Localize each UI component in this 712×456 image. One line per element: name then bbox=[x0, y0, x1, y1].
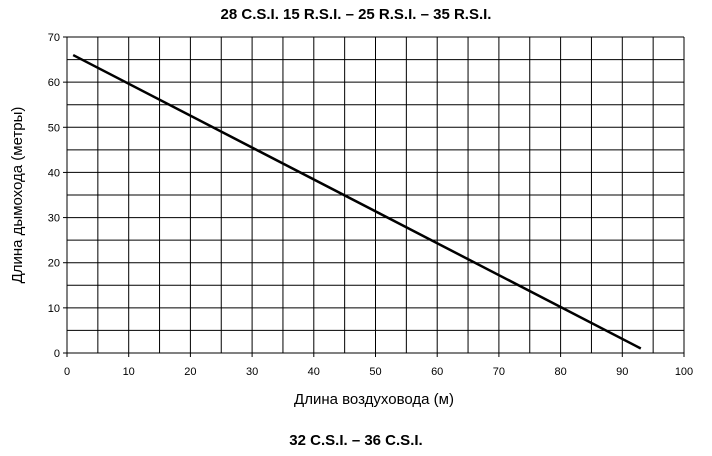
y-tick-label: 10 bbox=[48, 303, 60, 315]
x-tick-label: 20 bbox=[184, 366, 196, 378]
y-tick-label: 30 bbox=[48, 213, 60, 225]
y-tick-labels: 0 10 20 30 40 50 60 70 bbox=[48, 32, 67, 360]
series-line bbox=[72, 53, 642, 350]
x-axis-label: Длина воздуховода (м) bbox=[294, 391, 454, 408]
x-tick-label: 70 bbox=[493, 366, 505, 378]
y-axis-label: Длина дымохода (метры) bbox=[9, 107, 26, 284]
y-tick-label: 20 bbox=[48, 258, 60, 270]
chart-title: 28 C.S.I. 15 R.S.I. – 25 R.S.I. – 35 R.S… bbox=[220, 6, 492, 23]
y-tick-label: 0 bbox=[54, 348, 60, 360]
chart-subtitle: 32 C.S.I. – 36 C.S.I. bbox=[289, 432, 423, 449]
x-tick-label: 50 bbox=[369, 366, 381, 378]
x-tick-label: 100 bbox=[675, 366, 693, 378]
x-tick-label: 30 bbox=[246, 366, 258, 378]
y-tick-label: 60 bbox=[48, 77, 60, 89]
x-tick-label: 0 bbox=[64, 366, 70, 378]
x-tick-label: 60 bbox=[431, 366, 443, 378]
line-chart: 0 10 20 30 40 50 60 70 80 90 100 0 10 20 30 40 50 60 70 Д… bbox=[9, 32, 693, 408]
x-tick-label: 80 bbox=[554, 366, 566, 378]
x-tick-label: 90 bbox=[616, 366, 628, 378]
y-tick-label: 40 bbox=[48, 167, 60, 179]
series-group bbox=[72, 53, 642, 350]
x-tick-label: 10 bbox=[123, 366, 135, 378]
grid-lines bbox=[66, 36, 685, 354]
x-tick-label: 40 bbox=[308, 366, 320, 378]
y-tick-label: 70 bbox=[48, 32, 60, 44]
y-tick-label: 50 bbox=[48, 122, 60, 134]
x-tick-labels: 0 10 20 30 40 50 60 70 80 90 100 bbox=[64, 353, 693, 378]
